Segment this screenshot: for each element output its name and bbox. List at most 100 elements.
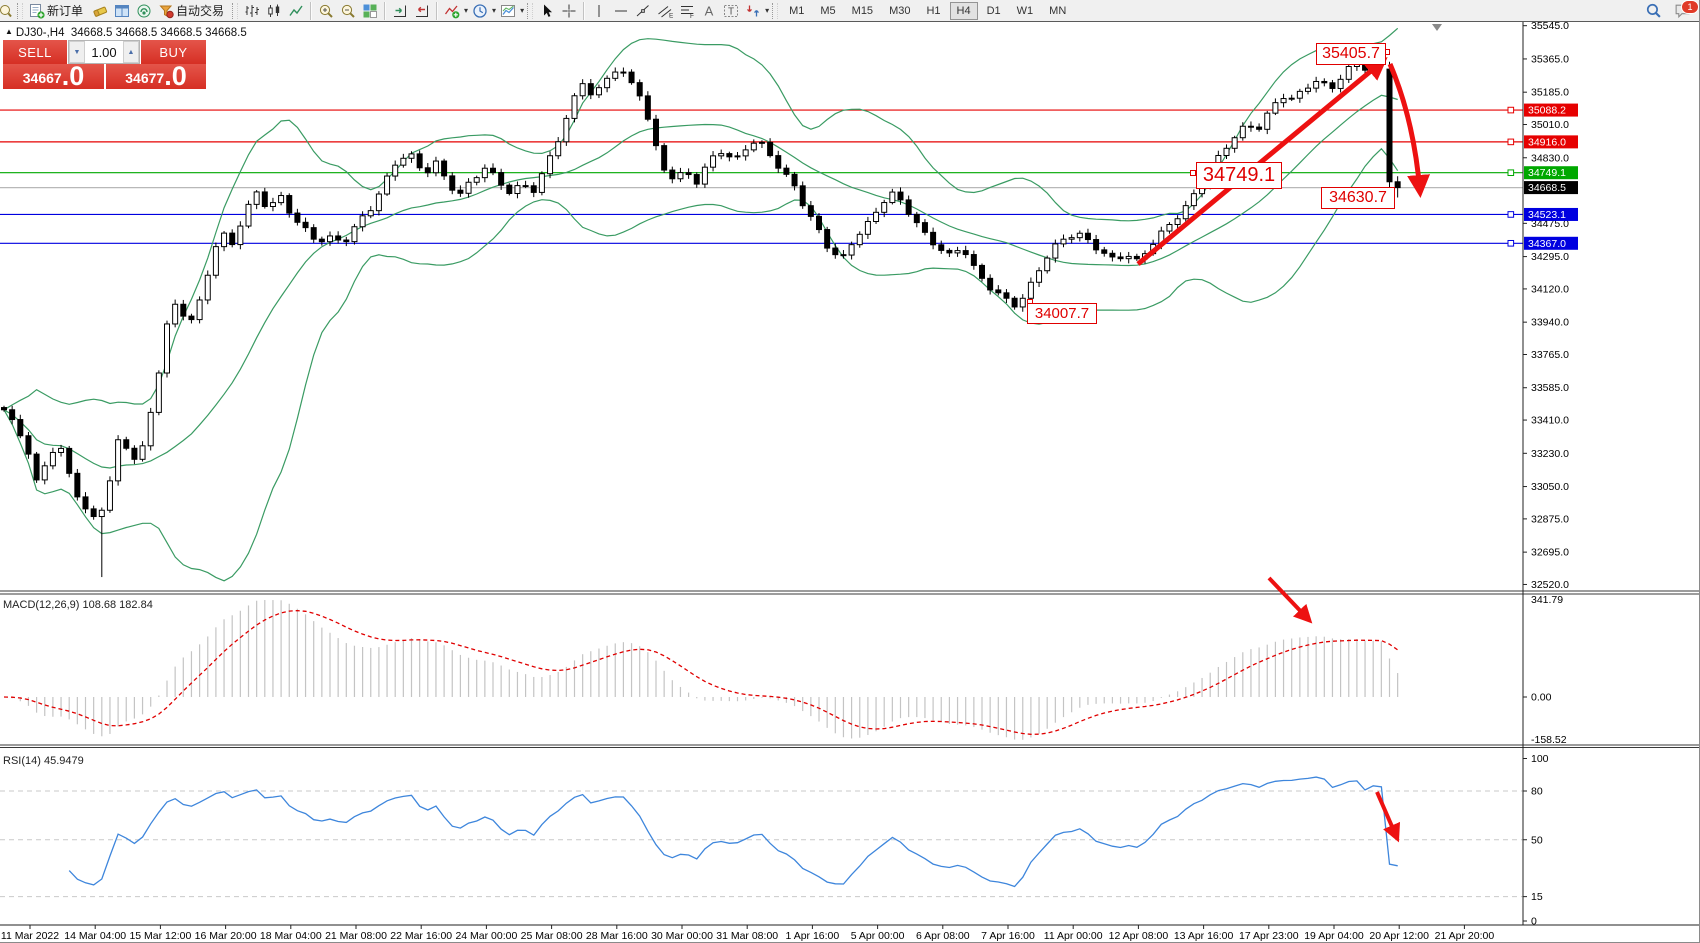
line-chart-icon[interactable] [285,0,307,21]
auto-scroll-icon[interactable] [389,0,411,21]
chart-shift-marker [1432,24,1442,31]
price-badge: 34668.5 [1528,182,1566,194]
time-axis-label: 14 Mar 04:00 [64,930,126,942]
price-axis-label: 33585.0 [1531,382,1569,394]
templates-dropdown[interactable]: ▾ [520,6,525,15]
toolbar-grip[interactable] [527,2,534,19]
zoom-out-icon[interactable] [337,0,359,21]
indicators-icon[interactable] [441,0,463,21]
tab-mn[interactable]: MN [1049,4,1067,17]
svg-text:341.79: 341.79 [1531,594,1563,606]
sounds-icon[interactable] [133,0,155,21]
fibonacci-icon[interactable]: F [676,0,698,21]
text-icon[interactable]: A [698,0,720,21]
toolbar-grip[interactable] [17,2,23,19]
hline-handle[interactable] [1507,211,1515,218]
notifications-icon[interactable]: 1 [1671,0,1699,21]
sell-price-pips: .0 [61,61,85,91]
candlestick-icon[interactable] [263,0,285,21]
price-axis-label: 35545.0 [1531,20,1569,32]
price-annotation[interactable]: 35405.7 [1316,43,1386,65]
price-axis-label: 33410.0 [1531,415,1569,427]
trend-arrow[interactable] [1387,63,1431,198]
time-axis-label: 11 Apr 00:00 [1044,930,1103,942]
price-badge: 34916.0 [1528,136,1566,148]
indicators-dropdown[interactable]: ▾ [464,6,469,15]
chart-shift-icon[interactable] [411,0,433,21]
volume-increase-button[interactable]: ▲ [123,41,139,63]
tab-m30[interactable]: M30 [889,4,911,17]
hline-handle[interactable] [1507,106,1515,114]
symbols-icon[interactable] [0,0,15,21]
price-annotation[interactable]: 34630.7 [1321,187,1395,209]
svg-text:-158.52: -158.52 [1531,734,1567,746]
time-axis-label: 6 Apr 08:00 [916,930,970,942]
buy-price-button[interactable]: 34677.0 [105,63,206,90]
arrows-dropdown[interactable]: ▾ [765,6,770,15]
price-badge: 35088.2 [1528,105,1566,117]
hline-handle[interactable] [1507,239,1515,247]
time-axis-label: 18 Mar 04:00 [260,930,322,942]
trend-arrow[interactable] [1375,791,1401,843]
arrows-shapes-icon[interactable] [742,0,764,21]
time-axis-label: 21 Apr 20:00 [1435,930,1495,942]
cursor-icon[interactable] [536,0,558,21]
time-axis-label: 16 Mar 20:00 [195,930,257,942]
tab-d1[interactable]: D1 [986,4,1001,17]
time-axis-label: 13 Apr 16:00 [1174,930,1234,942]
bar-chart-icon[interactable] [241,0,263,21]
price-badge: 34749.1 [1528,167,1566,179]
toolbar-grip[interactable] [772,2,779,19]
sell-button[interactable]: SELL [3,40,68,64]
time-axis-label: 17 Apr 23:00 [1239,930,1299,942]
time-axis-label: 25 Mar 08:00 [521,930,583,942]
equidistant-channel-icon[interactable]: E [654,0,676,21]
horizontal-line-icon[interactable] [610,0,632,21]
hline-handle[interactable] [1507,138,1515,146]
price-axis-label: 33230.0 [1531,448,1569,460]
buy-button[interactable]: BUY [140,40,206,64]
eraser-icon[interactable] [89,0,111,21]
tab-h4[interactable]: H4 [949,1,978,20]
price-axis-label: 32875.0 [1531,513,1569,525]
tab-m1[interactable]: M1 [789,4,805,17]
time-scale[interactable]: 11 Mar 2022 14 Mar 04:00 15 Mar 12:00 16 Ma… [1,925,1494,942]
new-order-button[interactable]: 新订单 [26,0,89,21]
rsi-indicator-label: RSI(14) 45.9479 [3,755,84,767]
one-click-trading-panel: SELL ▼ 1.00 ▲ BUY 34667.0 34677.0 [3,40,206,91]
tab-m5[interactable]: M5 [820,4,836,17]
time-axis-label: 30 Mar 00:00 [651,930,713,942]
periods-dropdown[interactable]: ▾ [492,6,497,15]
templates-icon[interactable] [497,0,519,21]
price-axis-label: 33050.0 [1531,481,1569,493]
profiles-icon[interactable] [111,0,133,21]
vertical-line-icon[interactable] [588,0,610,21]
periods-icon[interactable] [469,0,491,21]
tab-w1[interactable]: W1 [1016,4,1034,17]
trend-arrow[interactable] [1267,576,1313,624]
text-label-icon[interactable]: T [720,0,742,21]
price-annotation[interactable]: 34749.1 [1196,162,1282,189]
trendline-icon[interactable] [632,0,654,21]
time-axis-label: 12 Apr 08:00 [1109,930,1169,942]
sell-price-button[interactable]: 34667.0 [3,61,105,91]
tab-m15[interactable]: M15 [851,4,874,17]
price-scale[interactable]: 35545.035365.035185.035010.034830.034475… [1523,20,1700,928]
volume-input[interactable]: 1.00 [91,44,117,60]
search-icon[interactable] [1642,0,1665,21]
tile-windows-icon[interactable] [359,0,381,21]
price-annotation[interactable]: 34007.7 [1027,303,1097,324]
autotrading-button[interactable]: 自动交易 [155,0,230,21]
crosshair-icon[interactable] [558,0,580,21]
price-axis-label: 33765.0 [1531,349,1569,361]
buy-price-main: 34677 [125,70,165,86]
price-axis-label: 15 [1531,891,1543,903]
zoom-in-icon[interactable] [315,0,337,21]
time-axis-label: 21 Mar 08:00 [325,930,387,942]
price-badge: 34367.0 [1528,238,1566,250]
hline-handle[interactable] [1507,169,1515,177]
volume-decrease-button[interactable]: ▼ [69,41,85,63]
tab-h1[interactable]: H1 [926,4,941,17]
toolbar-grip[interactable] [232,2,239,19]
